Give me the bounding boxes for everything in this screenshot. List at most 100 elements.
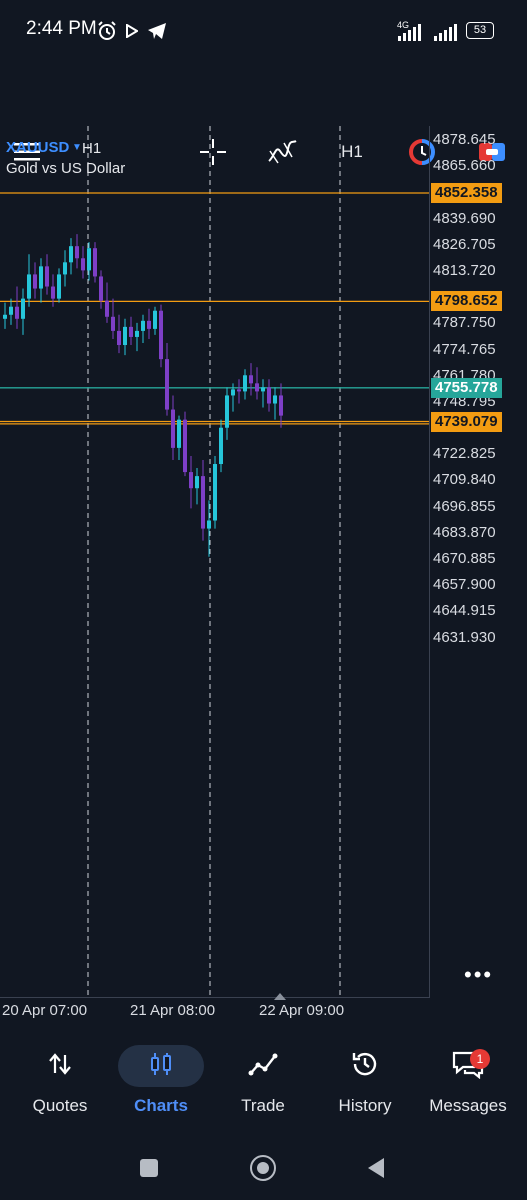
- price-axis-label: 4683.870: [433, 523, 496, 541]
- candle-body: [267, 387, 271, 404]
- telegram-icon: [148, 23, 166, 39]
- candle-body: [117, 330, 121, 346]
- crosshair-button[interactable]: [196, 130, 230, 174]
- candle-body: [123, 326, 127, 346]
- status-bar: 2:44 PM 4G 53: [0, 0, 527, 62]
- candle-body: [147, 320, 151, 329]
- candle-body: [99, 276, 103, 301]
- indicators-button[interactable]: [264, 130, 300, 174]
- arrows-updown-icon: [49, 1053, 71, 1075]
- signal-2-icon: [434, 24, 457, 41]
- active-tab-indicator: [118, 1045, 204, 1087]
- price-tag: 4798.652: [431, 291, 502, 312]
- price-axis-label: 4670.885: [433, 550, 496, 568]
- price-axis-label: 4787.750: [433, 314, 496, 332]
- candle-body: [219, 427, 223, 465]
- candlestick-chart[interactable]: [0, 126, 527, 1026]
- history-icon: [352, 1052, 377, 1076]
- candle-body: [207, 520, 211, 529]
- candle-body: [273, 395, 277, 404]
- candle-body: [255, 383, 259, 392]
- time-scale-border: [0, 997, 430, 998]
- price-tag: 4755.778: [431, 377, 502, 398]
- candle-body: [261, 387, 265, 392]
- price-tag: 4852.358: [431, 183, 502, 204]
- nav-messages[interactable]: Messages: [418, 1040, 518, 1120]
- candle-body: [195, 476, 199, 489]
- candle-body: [189, 472, 193, 489]
- recents-button[interactable]: [140, 1159, 158, 1177]
- nav-history[interactable]: History: [315, 1040, 415, 1120]
- back-button[interactable]: [366, 1157, 386, 1179]
- more-options-button[interactable]: •••: [464, 962, 494, 987]
- candle-body: [57, 274, 61, 299]
- price-axis-label: 4696.855: [433, 497, 496, 515]
- candle-body: [33, 274, 37, 289]
- chart-area[interactable]: [0, 126, 527, 1026]
- candle-body: [231, 389, 235, 396]
- candle-body: [171, 409, 175, 448]
- symbol-timeframe: H1: [82, 140, 102, 157]
- candle-body: [63, 262, 67, 275]
- candle-body: [81, 258, 85, 271]
- candle-body: [135, 330, 139, 337]
- candle-body: [237, 389, 241, 392]
- chart-toolbar: H1: [0, 62, 527, 165]
- network-type: 4G: [397, 20, 410, 30]
- candle-body: [93, 248, 97, 277]
- candle-body: [243, 375, 247, 392]
- price-axis-label: 4657.900: [433, 576, 496, 594]
- nav-label: Messages: [429, 1096, 507, 1115]
- candle-body: [201, 476, 205, 529]
- indicators-icon: [268, 140, 297, 164]
- candle-body: [51, 286, 55, 299]
- price-axis-label: 4644.915: [433, 602, 496, 620]
- time-label: 22 Apr 09:00: [259, 1002, 345, 1019]
- trade-panel-button[interactable]: [474, 130, 510, 174]
- price-axis-label: 4839.690: [433, 209, 496, 227]
- messages-badge: 1: [470, 1049, 490, 1069]
- price-axis-label: 4709.840: [433, 471, 496, 489]
- play-icon: [126, 24, 138, 38]
- candle-body: [21, 298, 25, 319]
- menu-button[interactable]: [10, 130, 44, 174]
- candle-body: [249, 375, 253, 384]
- trade-panel-icon: [479, 143, 505, 161]
- candle-body: [165, 359, 169, 410]
- symbol-name[interactable]: XAUUSD: [6, 139, 70, 156]
- candles-icon: [151, 1053, 171, 1075]
- candle-body: [153, 310, 157, 329]
- price-scale-border: [429, 126, 430, 998]
- timeframe-button[interactable]: H1: [334, 130, 370, 174]
- symbol-dropdown-icon[interactable]: ▼: [72, 142, 82, 153]
- signal-icon: [398, 24, 421, 41]
- candle-body: [9, 306, 13, 315]
- candle-body: [3, 314, 7, 319]
- one-click-trading-button[interactable]: [404, 130, 440, 174]
- candle-body: [87, 248, 91, 271]
- candle-body: [177, 419, 181, 448]
- nav-quotes[interactable]: Quotes: [10, 1040, 110, 1120]
- price-axis-label: 4774.765: [433, 340, 496, 358]
- time-label: 20 Apr 07:00: [2, 1002, 88, 1019]
- scroll-marker-icon[interactable]: [274, 992, 286, 1000]
- nav-label: History: [338, 1096, 392, 1115]
- nav-label: Quotes: [32, 1096, 88, 1115]
- candle-body: [183, 419, 187, 473]
- home-dot-icon: [257, 1162, 269, 1174]
- price-axis-label: 4878.645: [433, 131, 496, 148]
- nav-trade[interactable]: Trade: [213, 1040, 313, 1120]
- nav-label: Charts: [134, 1096, 188, 1115]
- status-time: 2:44 PM: [26, 18, 97, 39]
- candle-body: [15, 306, 19, 319]
- nav-charts[interactable]: Charts: [111, 1040, 211, 1120]
- candle-body: [141, 320, 145, 331]
- price-axis-label: 4865.660: [433, 157, 496, 175]
- home-button[interactable]: [250, 1155, 276, 1181]
- candle-body: [159, 310, 163, 360]
- trend-icon: [248, 1053, 278, 1076]
- battery-icon: 53: [466, 22, 494, 39]
- candle-body: [105, 300, 109, 317]
- candle-body: [27, 274, 31, 299]
- price-axis-label: 4813.720: [433, 261, 496, 279]
